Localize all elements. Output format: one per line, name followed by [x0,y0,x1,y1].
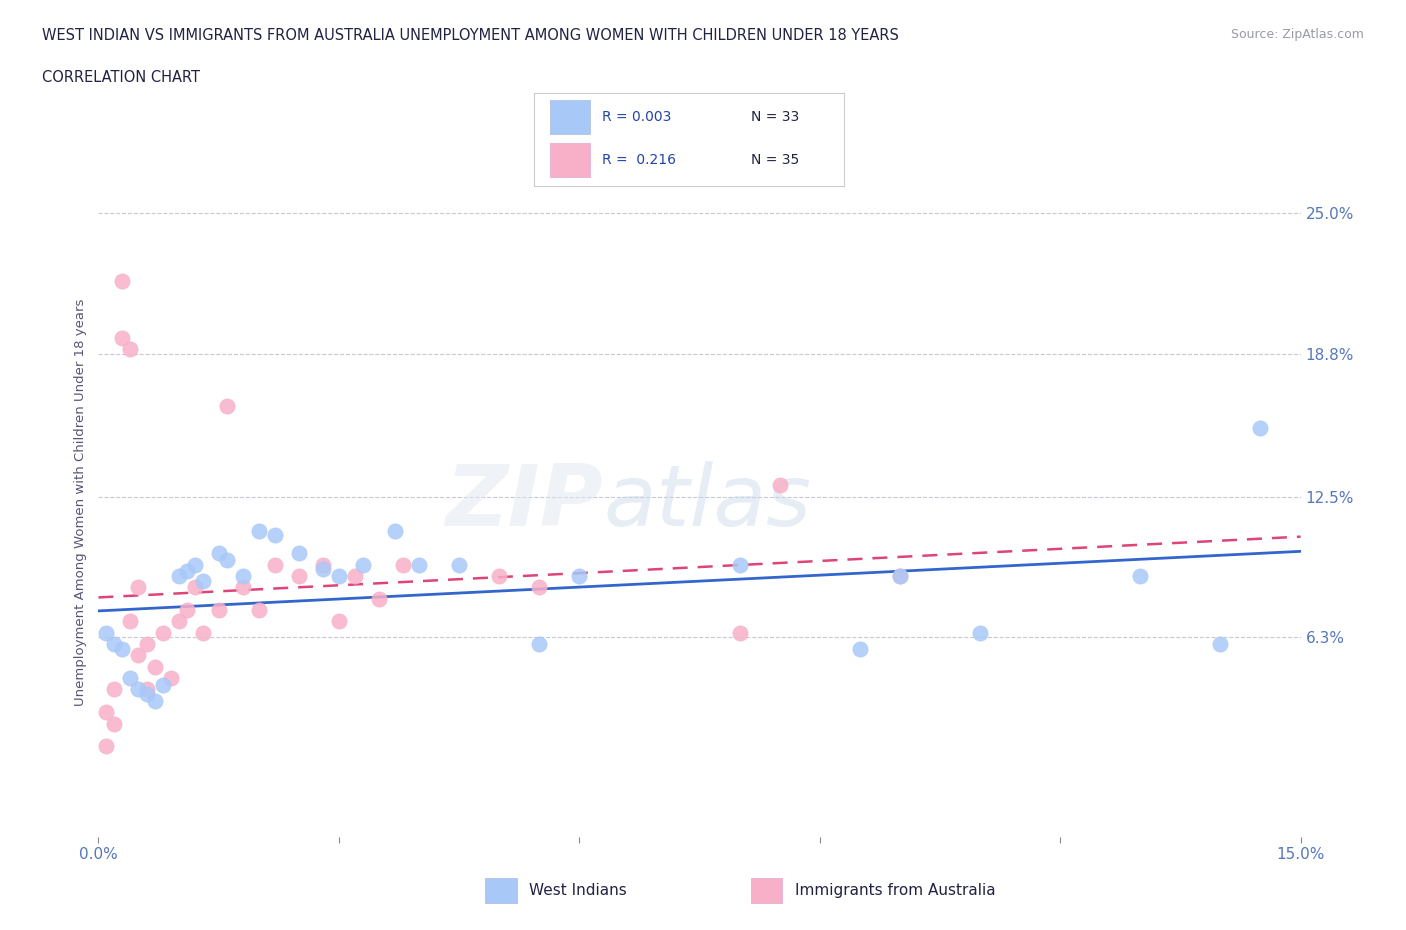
Point [1129,568,1152,583]
Point [568,568,591,583]
Point [263,557,285,572]
Point [849,641,872,656]
Point [889,568,911,583]
Point [128,580,150,595]
Point [232,580,254,595]
Point [176,564,198,578]
Text: West Indians: West Indians [530,883,627,898]
Point [1250,421,1272,436]
Point [128,682,150,697]
Point [215,552,238,567]
Point [288,568,311,583]
Point [384,524,406,538]
Point [328,614,350,629]
Point [103,637,125,652]
FancyBboxPatch shape [550,100,591,134]
Point [103,716,125,731]
Point [488,568,510,583]
Point [768,478,790,493]
Point [529,580,551,595]
Point [135,682,157,697]
Point [1209,637,1232,652]
Point [103,682,125,697]
Point [343,568,366,583]
Point [312,562,335,577]
FancyBboxPatch shape [751,878,783,903]
Point [143,659,166,674]
Text: atlas: atlas [603,460,811,544]
Point [191,573,214,588]
Point [969,625,991,640]
Point [143,694,166,709]
Text: Source: ZipAtlas.com: Source: ZipAtlas.com [1230,28,1364,41]
Point [152,677,174,692]
Point [447,557,470,572]
Point [529,637,551,652]
Point [183,580,205,595]
Point [288,546,311,561]
Point [352,557,374,572]
Point [247,603,270,618]
Point [408,557,430,572]
Point [152,625,174,640]
Point [111,330,134,345]
Point [392,557,415,572]
Text: N = 35: N = 35 [751,153,799,167]
Text: R = 0.003: R = 0.003 [602,110,672,125]
Text: ZIP: ZIP [446,460,603,544]
Point [111,641,134,656]
FancyBboxPatch shape [485,878,517,903]
Point [191,625,214,640]
Point [312,557,335,572]
Point [167,568,190,583]
Point [368,591,391,606]
Y-axis label: Unemployment Among Women with Children Under 18 years: Unemployment Among Women with Children U… [75,299,87,706]
Point [128,648,150,663]
Text: R =  0.216: R = 0.216 [602,153,676,167]
Text: WEST INDIAN VS IMMIGRANTS FROM AUSTRALIA UNEMPLOYMENT AMONG WOMEN WITH CHILDREN : WEST INDIAN VS IMMIGRANTS FROM AUSTRALIA… [42,28,898,43]
Point [96,625,118,640]
Point [135,686,157,701]
Point [208,603,231,618]
Point [889,568,911,583]
Point [120,614,142,629]
Point [232,568,254,583]
Point [96,705,118,720]
Point [208,546,231,561]
Text: N = 33: N = 33 [751,110,799,125]
Text: Immigrants from Australia: Immigrants from Australia [796,883,995,898]
Point [120,341,142,356]
Point [183,557,205,572]
Point [263,527,285,542]
Point [111,273,134,288]
Text: CORRELATION CHART: CORRELATION CHART [42,70,200,85]
Point [215,398,238,413]
Point [247,524,270,538]
Point [176,603,198,618]
Point [728,557,751,572]
Point [135,637,157,652]
Point [167,614,190,629]
Point [96,738,118,753]
Point [120,671,142,685]
Point [328,568,350,583]
Point [159,671,181,685]
FancyBboxPatch shape [550,143,591,177]
Point [728,625,751,640]
